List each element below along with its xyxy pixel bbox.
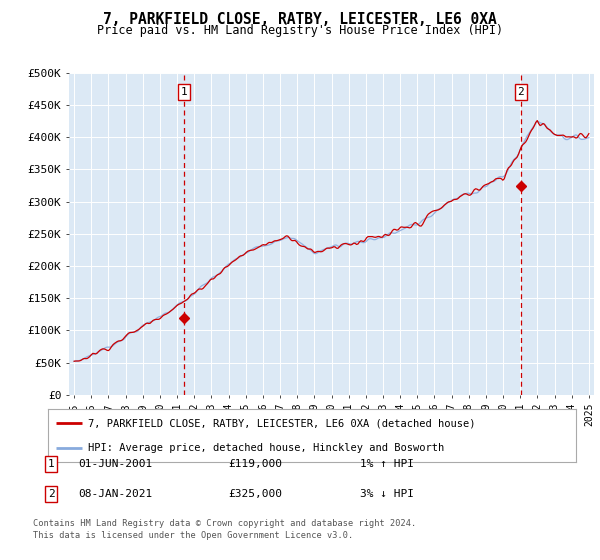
Text: £325,000: £325,000 [228,489,282,499]
Text: 2: 2 [47,489,55,499]
Text: This data is licensed under the Open Government Licence v3.0.: This data is licensed under the Open Gov… [33,531,353,540]
Text: Contains HM Land Registry data © Crown copyright and database right 2024.: Contains HM Land Registry data © Crown c… [33,519,416,528]
Text: 08-JAN-2021: 08-JAN-2021 [78,489,152,499]
Text: 1: 1 [181,87,188,97]
Text: 3% ↓ HPI: 3% ↓ HPI [360,489,414,499]
Text: 2: 2 [517,87,524,97]
Text: 7, PARKFIELD CLOSE, RATBY, LEICESTER, LE6 0XA (detached house): 7, PARKFIELD CLOSE, RATBY, LEICESTER, LE… [88,418,475,428]
Text: 1% ↑ HPI: 1% ↑ HPI [360,459,414,469]
Text: HPI: Average price, detached house, Hinckley and Bosworth: HPI: Average price, detached house, Hinc… [88,442,444,452]
Text: £119,000: £119,000 [228,459,282,469]
Text: Price paid vs. HM Land Registry's House Price Index (HPI): Price paid vs. HM Land Registry's House … [97,24,503,37]
Text: 01-JUN-2001: 01-JUN-2001 [78,459,152,469]
Text: 1: 1 [47,459,55,469]
Text: 7, PARKFIELD CLOSE, RATBY, LEICESTER, LE6 0XA: 7, PARKFIELD CLOSE, RATBY, LEICESTER, LE… [103,12,497,27]
